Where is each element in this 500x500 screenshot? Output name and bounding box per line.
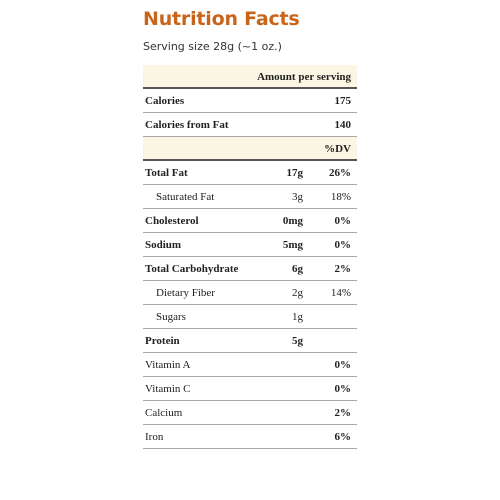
- nutrient-row-protein: Protein 5g: [143, 329, 357, 353]
- nutrient-row-total-carbohydrate: Total Carbohydrate 6g 2%: [143, 257, 357, 281]
- vitamin-label: Vitamin A: [145, 359, 191, 371]
- nutrient-amount: 1g: [292, 311, 303, 323]
- dv-header-row: %DV: [143, 137, 357, 161]
- nutrient-label: Cholesterol: [145, 215, 199, 227]
- amount-per-serving-row: Amount per serving: [143, 65, 357, 89]
- nutrient-dv: 14%: [330, 287, 351, 299]
- vitamin-label: Iron: [145, 431, 164, 443]
- calories-from-fat-label: Calories from Fat: [145, 119, 229, 131]
- nutrient-label: Protein: [145, 335, 180, 347]
- nutrient-label: Dietary Fiber: [156, 287, 215, 299]
- nutrient-row-saturated-fat: Saturated Fat 3g 18%: [143, 185, 357, 209]
- vitamin-dv: 0%: [334, 383, 352, 395]
- vitamin-dv: 2%: [334, 407, 352, 419]
- serving-size: Serving size 28g (~1 oz.): [143, 40, 282, 53]
- calories-label: Calories: [145, 95, 185, 107]
- dv-header: %DV: [324, 143, 351, 155]
- nutrient-amount: 5mg: [282, 239, 303, 251]
- vitamin-label: Vitamin C: [145, 383, 191, 395]
- calories-row: Calories 175: [143, 89, 357, 113]
- nutrient-row-sodium: Sodium 5mg 0%: [143, 233, 357, 257]
- nutrient-dv: 18%: [330, 191, 351, 203]
- vitamin-label: Calcium: [145, 407, 183, 419]
- nutrient-label: Total Fat: [145, 167, 188, 179]
- vitamin-row-vitamin-a: Vitamin A 0%: [143, 353, 357, 377]
- amount-per-serving-label: Amount per serving: [257, 71, 351, 83]
- nutrient-amount: 2g: [292, 287, 303, 299]
- nutrient-dv: 0%: [334, 215, 352, 227]
- nutrient-amount: 5g: [292, 335, 303, 347]
- nutrient-label: Sugars: [156, 311, 186, 323]
- nutrient-dv: 2%: [334, 263, 352, 275]
- nutrient-amount: 3g: [292, 191, 303, 203]
- vitamin-dv: 0%: [334, 359, 352, 371]
- nutrition-table: Amount per serving Calories 175 Calories…: [143, 65, 357, 449]
- nutrient-label: Sodium: [145, 239, 182, 251]
- vitamin-row-vitamin-c: Vitamin C 0%: [143, 377, 357, 401]
- nutrient-row-total-fat: Total Fat 17g 26%: [143, 161, 357, 185]
- nutrient-amount: 17g: [286, 167, 304, 179]
- vitamin-dv: 6%: [334, 431, 352, 443]
- nutrient-row-dietary-fiber: Dietary Fiber 2g 14%: [143, 281, 357, 305]
- calories-from-fat-value: 140: [334, 119, 352, 131]
- nutrient-amount: 0mg: [282, 215, 303, 227]
- nutrient-dv: 0%: [334, 239, 352, 251]
- vitamin-row-calcium: Calcium 2%: [143, 401, 357, 425]
- nutrient-amount: 6g: [292, 263, 303, 275]
- nutrient-row-sugars: Sugars 1g: [143, 305, 357, 329]
- nutrient-label: Total Carbohydrate: [145, 263, 239, 275]
- nutrient-row-cholesterol: Cholesterol 0mg 0%: [143, 209, 357, 233]
- nutrient-label: Saturated Fat: [156, 191, 215, 203]
- vitamin-row-iron: Iron 6%: [143, 425, 357, 449]
- calories-from-fat-row: Calories from Fat 140: [143, 113, 357, 137]
- nutrition-facts-title: Nutrition Facts: [143, 8, 300, 30]
- calories-value: 175: [334, 95, 352, 107]
- nutrient-dv: 26%: [329, 167, 351, 179]
